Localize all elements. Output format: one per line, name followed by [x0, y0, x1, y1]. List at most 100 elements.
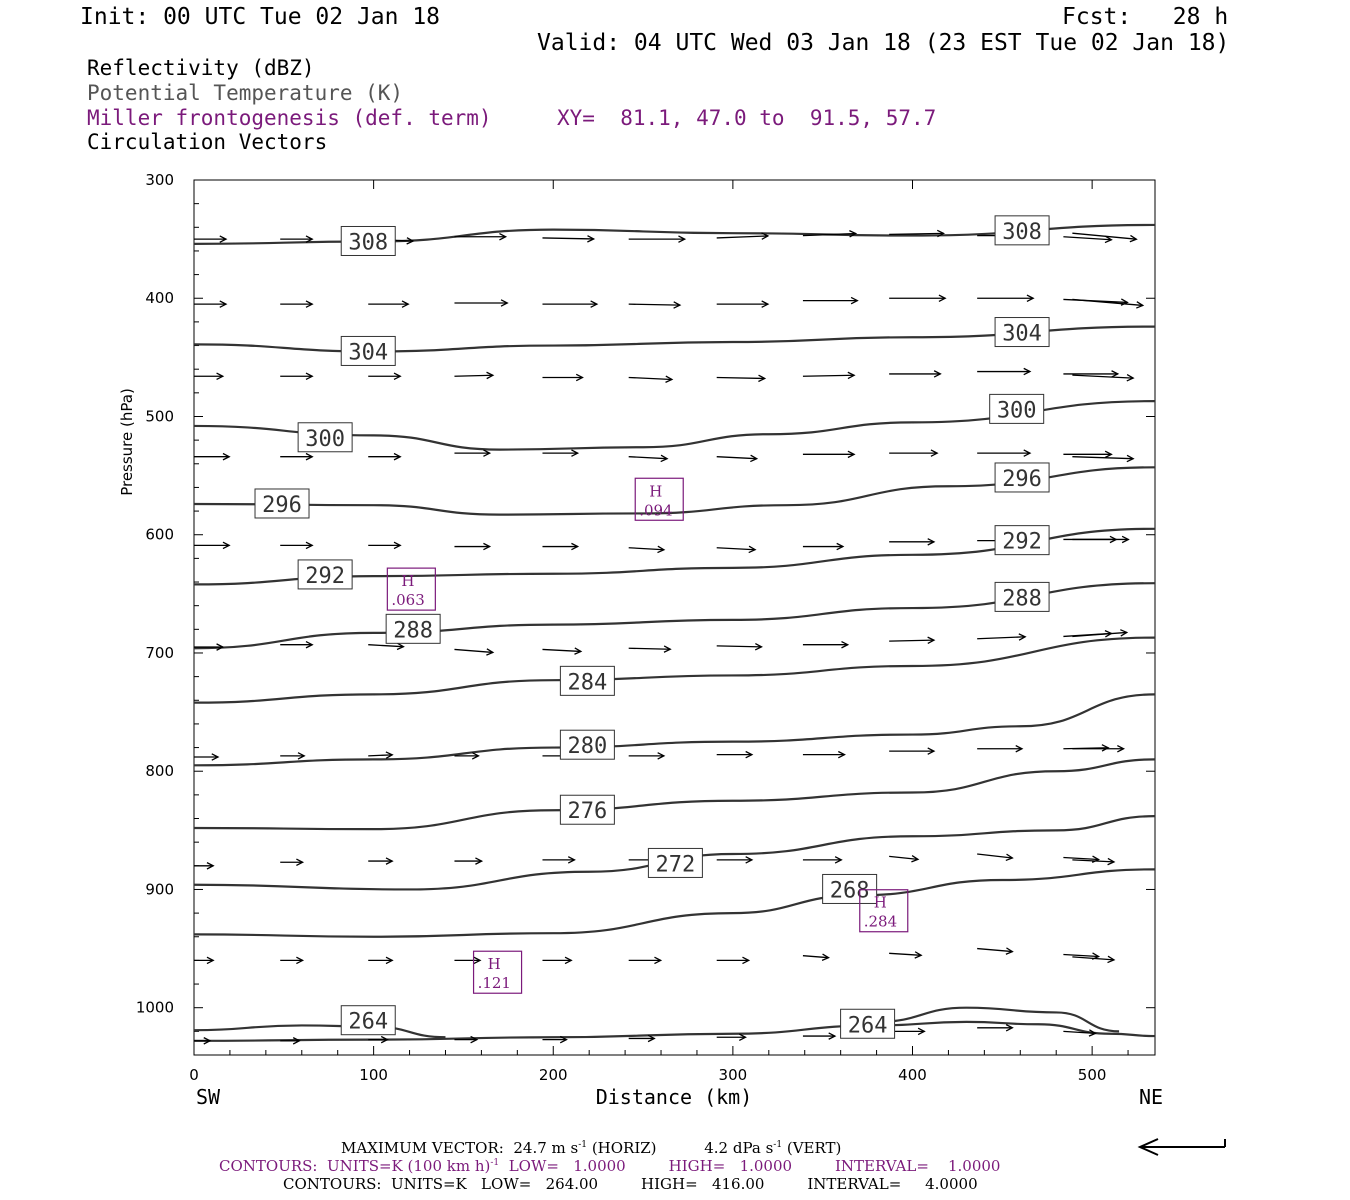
x-end-label-left: SW	[196, 1085, 221, 1109]
cross-section-endpoints: XY= 81.1, 47.0 to 91.5, 57.7	[557, 106, 937, 130]
circulation-vector	[628, 456, 668, 460]
circulation-vector	[1072, 298, 1143, 307]
circulation-vector-head	[1126, 454, 1135, 463]
circulation-vector-head	[1005, 1024, 1014, 1032]
circulation-vector	[1072, 956, 1115, 961]
circulation-vector-head	[849, 230, 858, 238]
contour-label-box	[994, 462, 1050, 493]
frontogenesis-high-value: .284	[864, 913, 897, 931]
contour-label: 300	[305, 427, 345, 452]
theta-contour-line	[194, 815, 1155, 891]
legend-circulation-vectors: Circulation Vectors	[87, 130, 328, 154]
reference-vector-arrow	[1137, 1138, 1226, 1156]
circulation-vector-head	[673, 301, 682, 309]
circulation-vector-head	[483, 449, 492, 457]
theta-contour-line	[194, 582, 1155, 650]
contour-label-box	[297, 422, 353, 453]
frontogenesis-high-label: H	[649, 482, 662, 500]
circulation-vector	[716, 235, 768, 239]
x-tick-label: 100	[359, 1066, 388, 1084]
circulation-vector-head	[745, 750, 754, 759]
contour-label-box	[994, 215, 1050, 246]
circulation-vector-head	[219, 235, 228, 243]
circulation-vector-head	[914, 951, 923, 959]
contour-label: 300	[997, 398, 1037, 423]
theta-contour-line	[194, 868, 1155, 938]
circulation-vector-head	[663, 645, 672, 653]
circulation-vector-head	[761, 300, 770, 308]
circulation-vector	[1072, 374, 1134, 379]
circulation-vector	[889, 952, 922, 956]
circulation-vector-head	[742, 956, 751, 965]
circulation-vector-head	[571, 449, 580, 457]
contour-label: 284	[568, 670, 608, 695]
circulation-vector	[1072, 859, 1115, 863]
contour-label: 296	[262, 493, 302, 518]
circulation-vector-head	[1107, 857, 1116, 866]
circulation-vector-head	[219, 300, 228, 308]
circulation-vector-head	[470, 1035, 479, 1044]
x-tick-label: 0	[189, 1066, 199, 1084]
y-tick-label: 800	[145, 762, 174, 780]
circulation-vector-head	[305, 372, 314, 381]
circulation-vector	[628, 303, 680, 306]
contour-label: 296	[1002, 467, 1042, 492]
circulation-vector-head	[292, 1037, 301, 1045]
contour-label-box	[559, 729, 615, 760]
circulation-vector-head	[385, 857, 394, 865]
contour-label: 280	[568, 734, 608, 759]
circulation-vector	[802, 374, 855, 377]
circulation-vector-head	[216, 372, 225, 381]
frontogenesis-high-box	[859, 889, 909, 933]
theta-contour-line	[194, 400, 1155, 451]
circulation-vector	[802, 955, 829, 959]
circulation-vector-head	[847, 450, 856, 459]
x-tick-label: 500	[1078, 1066, 1107, 1084]
y-tick-label: 600	[145, 526, 174, 544]
circulation-vector	[889, 855, 919, 860]
frontogenesis-high-label: H	[488, 955, 501, 973]
circulation-vector-head	[1111, 370, 1120, 378]
circulation-vector-head	[222, 452, 231, 461]
theta-contour-line	[194, 527, 1155, 586]
circulation-vector-head	[574, 647, 583, 655]
y-tick-label: 400	[145, 289, 174, 307]
contour-label: 272	[656, 852, 696, 877]
circulation-vector-head	[401, 300, 410, 308]
circulation-vector-head	[836, 542, 845, 551]
x-end-label-right: NE	[1139, 1085, 1163, 1109]
circulation-vector	[889, 232, 944, 236]
circulation-vector-head	[1088, 1029, 1097, 1037]
circulation-vector-head	[206, 862, 215, 870]
contour-label: 268	[830, 878, 870, 903]
frontogenesis-high-label: H	[874, 894, 887, 912]
circulation-vector-head	[927, 747, 936, 755]
circulation-vector-head	[657, 752, 666, 760]
circulation-vector-head	[1117, 744, 1126, 753]
contour-label: 288	[1002, 586, 1042, 611]
circulation-vector-head	[385, 751, 394, 759]
y-tick-label: 500	[145, 407, 174, 425]
circulation-vector-head	[665, 375, 674, 383]
circulation-vector-head	[305, 452, 314, 461]
circulation-vector	[1072, 631, 1127, 638]
circulation-vector	[716, 376, 765, 380]
axis-ticks: 0 100 200 300 400 500 300 400 500 600 700 800 900 100…	[136, 171, 1155, 1084]
circulation-vector-head	[216, 643, 225, 651]
frontogenesis-high-box	[386, 567, 436, 611]
circulation-vector-head	[564, 956, 573, 965]
y-tick-label: 1000	[136, 999, 174, 1017]
circulation-vector-head	[305, 640, 314, 649]
circulation-vector-head	[1023, 449, 1032, 457]
circulation-vector-head	[1126, 374, 1135, 382]
circulation-vector-head	[473, 956, 482, 965]
circulation-vectors	[194, 229, 1145, 1045]
circulation-vector	[802, 232, 856, 237]
circulation-vector-head	[211, 753, 220, 761]
y-tick-label: 700	[145, 644, 174, 662]
circulation-vector-head	[745, 856, 754, 864]
circulation-vector-head	[587, 235, 596, 243]
circulation-vector	[628, 376, 672, 381]
contour-label: 264	[848, 1013, 888, 1038]
